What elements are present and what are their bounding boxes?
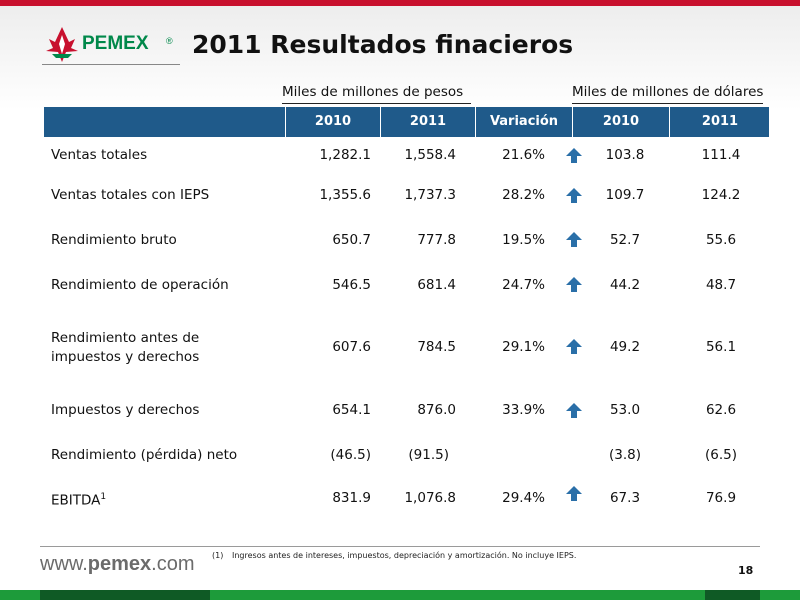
arrow-up-icon [566,277,582,292]
row-label: EBITDA1 [51,488,106,511]
row-label-text: EBITDA [51,492,101,509]
cell-pesos-2010: 1,282.1 [319,147,371,163]
row-label-line-2: impuestos y derechos [51,349,200,365]
arrow-up-icon [566,486,582,501]
table-header-bar [44,107,769,137]
footer-divider [40,546,760,547]
footnote-text: Ingresos antes de intereses, impuestos, … [232,551,577,560]
cell-dolares-2011: 48.7 [705,277,737,293]
column-header-2011-dolares: 2011 [669,107,770,137]
registered-mark: ® [166,36,173,46]
cell-variacion: 24.7% [502,277,545,293]
cell-dolares-2010: 44.2 [609,277,641,293]
cell-dolares-2010: 49.2 [609,339,641,355]
cell-pesos-2011: 1,737.3 [404,187,456,203]
cell-dolares-2010: (3.8) [608,447,641,463]
cell-variacion: 28.2% [502,187,545,203]
top-accent-bar [0,0,800,6]
cell-pesos-2011: 681.4 [417,277,456,293]
page-number: 18 [738,564,754,577]
cell-variacion: 33.9% [502,402,545,418]
footnote-number: (1) [212,551,224,560]
row-label-line-1: Rendimiento antes de [51,330,200,346]
cell-dolares-2011: 76.9 [705,490,737,506]
cell-dolares-2010: 67.3 [609,490,641,506]
cell-dolares-2010: 53.0 [609,402,641,418]
cell-pesos-2010: 546.5 [332,277,371,293]
pemex-logo: PEMEX ® [42,24,182,66]
cell-dolares-2010: 103.8 [605,147,645,163]
page-title: 2011 Resultados finacieros [192,30,574,59]
cell-pesos-2010: 650.7 [332,232,371,248]
row-label: Rendimiento (pérdida) neto [51,447,238,463]
bottom-bar-segment [705,590,760,600]
arrow-up-icon [566,188,582,203]
cell-variacion: 19.5% [502,232,545,248]
column-header-2010-dolares: 2010 [572,107,669,137]
group-label-dolares: Miles de millones de dólares [572,84,764,104]
website-url[interactable]: www.pemex.com [40,553,195,575]
cell-pesos-2011: 1,076.8 [404,490,456,506]
cell-variacion: 21.6% [502,147,545,163]
cell-pesos-2011: 876.0 [417,402,456,418]
column-header-variacion: Variación [475,107,572,137]
cell-dolares-2011: 111.4 [701,147,741,163]
cell-pesos-2010: 831.9 [332,490,371,506]
cell-dolares-2011: 56.1 [705,339,737,355]
row-label: Rendimiento bruto [51,232,177,248]
row-label: Impuestos y derechos [51,402,200,418]
arrow-up-icon [566,339,582,354]
cell-variacion: 29.1% [502,339,545,355]
cell-dolares-2010: 109.7 [605,187,645,203]
cell-pesos-2011: 1,558.4 [404,147,456,163]
row-label: Ventas totales [51,147,148,163]
cell-pesos-2011: (91.5) [408,447,449,463]
cell-dolares-2011: (6.5) [704,447,737,463]
arrow-up-icon [566,148,582,163]
pemex-eagle-logo-icon [46,27,78,62]
cell-variacion: 29.4% [502,490,545,506]
footnote-marker: 1 [100,492,107,502]
row-label: Rendimiento antes de impuestos y derecho… [51,329,199,367]
cell-pesos-2010: 607.6 [332,339,371,355]
cell-pesos-2010: (46.5) [330,447,371,463]
row-label: Rendimiento de operación [51,277,229,293]
cell-pesos-2010: 654.1 [332,402,371,418]
cell-dolares-2011: 55.6 [705,232,737,248]
arrow-up-icon [566,403,582,418]
logo-underline [42,64,180,65]
cell-pesos-2011: 777.8 [417,232,456,248]
cell-pesos-2011: 784.5 [417,339,456,355]
bottom-bar-segment [40,590,210,600]
group-label-pesos: Miles de millones de pesos [282,84,472,104]
cell-dolares-2010: 52.7 [609,232,641,248]
arrow-up-icon [566,232,582,247]
bottom-accent-bar [0,590,800,600]
cell-dolares-2011: 62.6 [705,402,737,418]
logo-wordmark: PEMEX [82,33,149,54]
cell-pesos-2010: 1,355.6 [319,187,371,203]
column-header-2010-pesos: 2010 [285,107,380,137]
cell-dolares-2011: 124.2 [701,187,741,203]
row-label: Ventas totales con IEPS [51,187,210,203]
column-header-2011-pesos: 2011 [380,107,475,137]
